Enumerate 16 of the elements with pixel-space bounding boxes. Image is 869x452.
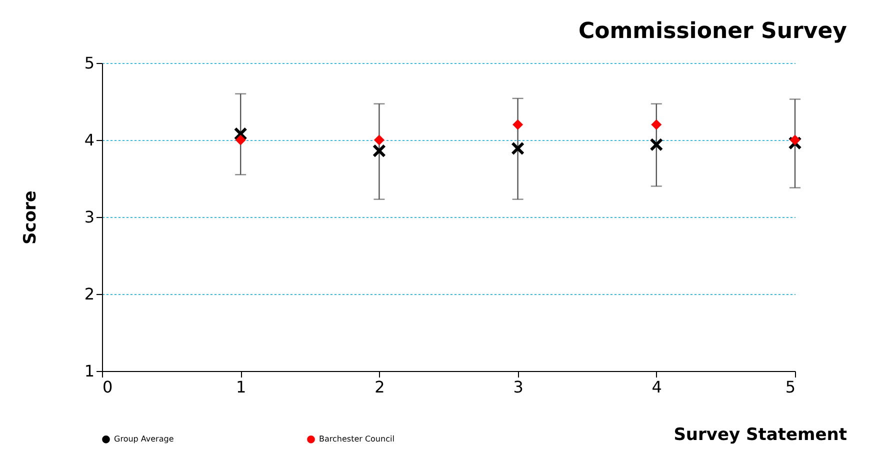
legend-label: Barchester Council	[319, 434, 394, 444]
x-tick-label: 0	[102, 378, 113, 396]
y-tick-label: 5	[84, 54, 94, 72]
x-axis-title: Survey Statement	[674, 425, 847, 445]
legend-label: Group Average	[114, 434, 174, 444]
y-axis-title: Score	[20, 190, 40, 244]
x-tick-label: 1	[236, 378, 246, 396]
chart-title: Commissioner Survey	[578, 19, 847, 44]
x-tick-label: 2	[374, 378, 385, 396]
x-tick-label: 3	[513, 378, 524, 396]
y-tick-label: 4	[84, 130, 94, 150]
x-tick-label: 5	[785, 378, 796, 396]
y-tick-label: 1	[84, 362, 94, 380]
x-tick-label: 4	[652, 378, 662, 396]
y-tick-label: 2	[84, 284, 94, 304]
y-tick-label: 3	[84, 208, 94, 226]
